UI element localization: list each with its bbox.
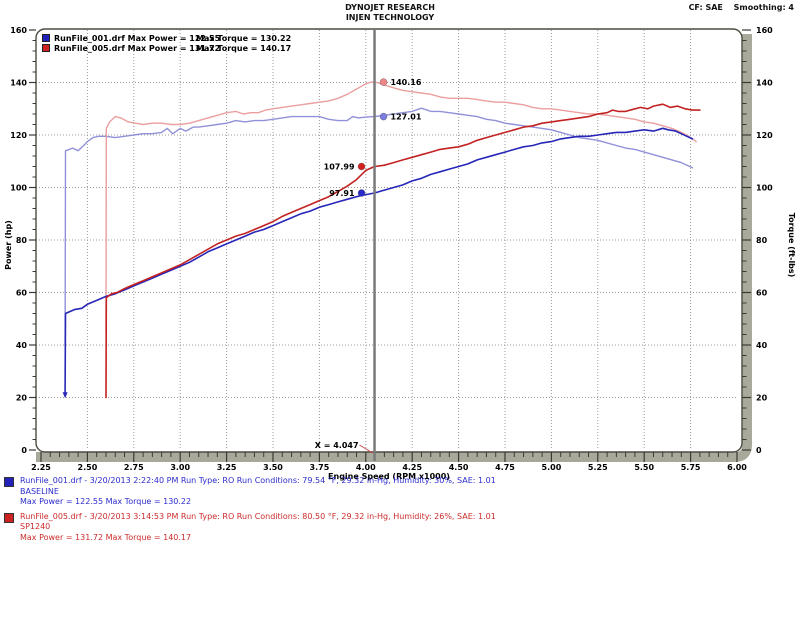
cursor-marker-dot [379,112,388,121]
torque-tick-label: 60 [756,289,768,298]
cursor-marker-label: 127.01 [391,113,422,122]
x-tick-label: 5.25 [588,463,608,472]
x-tick-label: 4.75 [495,463,515,472]
header-title: DYNOJET RESEARCH INJEN TECHNOLOGY [0,3,780,23]
x-tick-label: 6.00 [727,463,747,472]
x-tick-label: 4.00 [356,463,376,472]
torque-tick-label: 100 [756,184,773,193]
power-tick-label: 0 [21,446,27,455]
legend-entry-baseline: RunFile_001.drf Max Power = 122.55 Max T… [42,33,291,43]
x-axis-title: Engine Speed (RPM x1000) [328,472,450,481]
run-info-sp1240: RunFile_005.drf - 3/20/2013 3:14:53 PM R… [4,512,796,544]
header-settings: CF: SAE Smoothing: 4 [681,3,794,12]
torque-tick-label: 40 [756,341,768,350]
legend-torque-text: Max Torque = 140.17 [196,43,292,53]
run-max-values: Max Power = 131.72 Max Torque = 140.17 [20,532,192,542]
curve-start-arrow [62,392,68,399]
x-tick-label: 5.00 [542,463,562,472]
x-tick-label: 4.50 [449,463,469,472]
legend-swatch-sp1240 [42,44,50,52]
run-swatch-sp1240 [4,512,14,523]
curve-baseline-torque [64,107,694,346]
run-name: SP1240 [20,522,51,531]
run-info-baseline: RunFile_001.drf - 3/20/2013 2:22:40 PM R… [4,476,796,508]
torque-tick-label: 120 [756,131,773,140]
cursor-marker-dot [357,162,366,171]
smoothing-label: Smoothing: 4 [733,3,794,12]
x-tick-label: 5.50 [634,463,654,472]
x-tick-label: 2.75 [124,463,144,472]
header-customer: INJEN TECHNOLOGY [345,13,435,22]
cursor-marker-dot [379,78,388,86]
torque-tick-label: 80 [756,236,768,245]
x-tick-label: 3.25 [217,463,237,472]
legend-entry-sp1240: RunFile_005.drf Max Power = 131.72 Max T… [42,43,291,53]
power-tick-label: 60 [16,289,28,298]
cursor-pointer-line [359,444,373,454]
run-name: BASELINE [20,486,59,496]
cursor-marker-label: 140.16 [391,78,422,87]
torque-axis-title: Torque (ft-lbs) [787,213,796,278]
torque-tick-label: 160 [756,26,773,35]
x-tick-label: 2.25 [31,463,51,472]
cursor-x-label: X = 4.047 [315,441,359,450]
x-tick-label: 3.00 [170,463,190,472]
x-tick-label: 3.50 [263,463,283,472]
correction-factor-label: CF: SAE [688,3,723,12]
cursor-marker-dot [357,189,366,197]
run-swatch-baseline [4,477,14,487]
x-tick-label: 4.25 [402,463,422,472]
cursor-marker-label: 107.99 [324,163,355,172]
run-max-values: Max Power = 122.55 Max Torque = 130.22 [20,497,192,506]
x-tick-label: 5.75 [681,463,701,472]
power-tick-label: 120 [10,131,27,140]
torque-tick-label: 20 [756,394,768,403]
curve-baseline-power [64,127,694,394]
cursor-marker-label: 97.91 [329,189,355,198]
run-details: RunFile_001.drf - 3/20/2013 2:22:40 PM R… [20,476,496,485]
power-tick-label: 160 [10,26,27,35]
power-tick-label: 40 [16,341,28,350]
power-tick-label: 100 [10,184,27,193]
legend-swatch-baseline [42,34,50,42]
power-axis-title: Power (hp) [4,220,13,270]
power-tick-label: 140 [10,79,27,88]
chart-legend: RunFile_001.drf Max Power = 122.55 Max T… [42,33,291,53]
torque-tick-label: 140 [756,79,773,88]
torque-tick-label: 0 [756,446,762,455]
power-tick-label: 80 [16,236,28,245]
curve-sp1240-power [105,103,701,399]
run-info-panel: RunFile_001.drf - 3/20/2013 2:22:40 PM R… [4,476,796,547]
legend-power-text: RunFile_001.drf Max Power = 122.55 [54,33,221,43]
legend-power-text: RunFile_005.drf Max Power = 131.72 [54,43,221,53]
header-company: DYNOJET RESEARCH [345,3,435,12]
x-tick-label: 3.75 [310,463,330,472]
x-tick-label: 2.50 [78,463,98,472]
axis-band [36,34,752,462]
power-tick-label: 20 [16,394,28,403]
run-details: RunFile_005.drf - 3/20/2013 3:14:53 PM R… [20,511,496,521]
legend-torque-text: Max Torque = 130.22 [196,33,292,43]
